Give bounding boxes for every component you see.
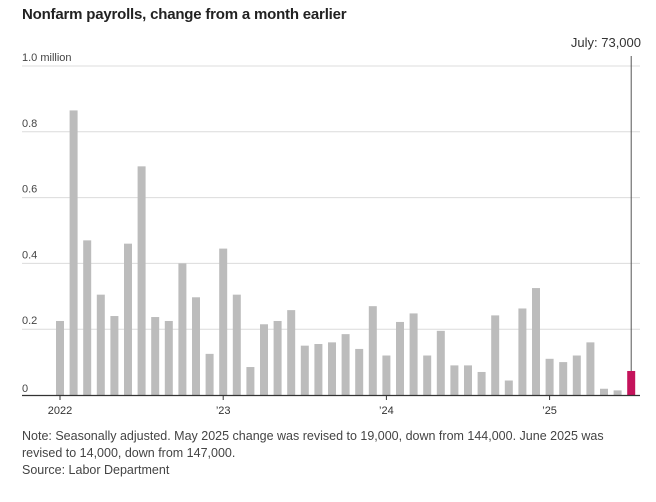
bar <box>423 355 432 395</box>
bar <box>260 324 268 395</box>
y-tick-label: 0.8 <box>22 118 37 130</box>
bar <box>164 320 173 395</box>
bar <box>613 390 622 395</box>
bar <box>69 110 78 395</box>
bar <box>518 308 527 395</box>
bar <box>96 294 105 395</box>
y-tick-label: 1.0 million <box>22 52 72 64</box>
bar <box>396 321 404 395</box>
bar <box>232 294 241 395</box>
bar-highlight <box>627 370 636 395</box>
bar <box>124 243 132 395</box>
bar <box>300 345 309 395</box>
bar <box>219 248 228 395</box>
bar <box>586 342 595 395</box>
y-tick-label: 0.4 <box>22 249 37 261</box>
bar <box>56 320 64 395</box>
bar <box>532 288 540 395</box>
bar <box>464 365 472 395</box>
bar <box>409 313 418 395</box>
bar <box>559 362 568 395</box>
x-tick-label: ’23 <box>216 405 231 417</box>
bar <box>137 166 146 395</box>
bar <box>314 344 323 395</box>
bar <box>600 388 608 395</box>
y-tick-label: 0 <box>22 383 28 395</box>
bar <box>572 355 581 395</box>
bar <box>382 355 391 395</box>
chart-title: Nonfarm payrolls, change from a month ea… <box>22 6 347 23</box>
bar <box>491 315 500 395</box>
bar <box>545 358 554 395</box>
bar <box>450 365 459 395</box>
bar <box>246 367 255 395</box>
bar <box>205 353 214 395</box>
annotation-label: July: 73,000 <box>571 35 641 50</box>
y-tick-label: 0.2 <box>22 315 37 327</box>
bar <box>368 306 377 395</box>
bar <box>504 380 513 395</box>
x-tick-label: 2022 <box>48 405 72 417</box>
bar <box>110 316 119 395</box>
bar <box>151 317 160 395</box>
bar <box>477 371 486 395</box>
bar <box>83 240 92 395</box>
bar <box>341 334 350 395</box>
bar <box>436 330 445 395</box>
x-tick-label: ’25 <box>542 405 557 417</box>
bar <box>328 342 336 395</box>
bar <box>178 263 187 395</box>
bar <box>287 310 296 395</box>
bar <box>273 320 282 395</box>
bar <box>355 348 364 395</box>
chart-note: Note: Seasonally adjusted. May 2025 chan… <box>22 429 604 460</box>
bar <box>192 297 200 395</box>
x-tick-label: ’24 <box>379 405 394 417</box>
bar-chart: 0 0.2 0.4 0.6 0.8 1.0 million 2022 ’23 ’24 ’25 Jul… <box>22 35 641 417</box>
y-tick-label: 0.6 <box>22 184 37 196</box>
chart-source: Source: Labor Department <box>22 463 170 477</box>
